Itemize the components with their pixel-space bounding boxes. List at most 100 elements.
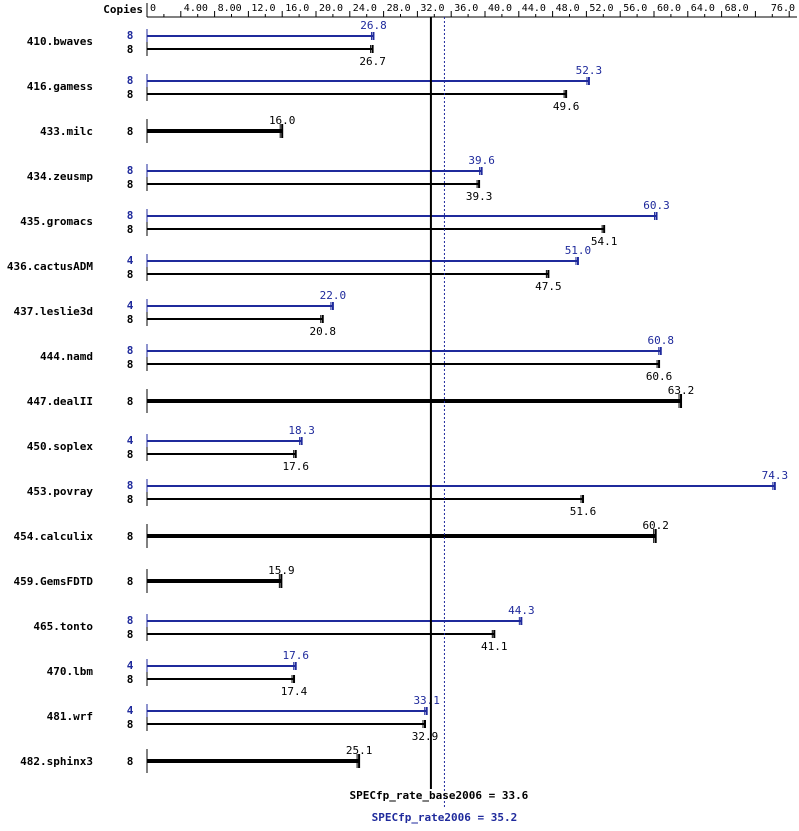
benchmark-row: 465.tonto 88 44.3 41.1: [33, 604, 534, 653]
peak-copies: 4: [127, 659, 134, 672]
base-value-label: 16.0: [269, 114, 296, 127]
peak-value-label: 52.3: [576, 64, 603, 77]
benchmark-name: 434.zeusmp: [27, 170, 94, 183]
base-copies: 8: [127, 395, 134, 408]
benchmark-row: 447.dealII 8 63.2: [27, 384, 695, 413]
base-copies: 8: [127, 358, 134, 371]
x-tick-label: 36.0: [454, 3, 478, 14]
peak-value-label: 17.6: [282, 649, 309, 662]
base-value-label: 60.6: [646, 370, 673, 383]
base-copies: 8: [127, 575, 134, 588]
peak-copies: 8: [127, 209, 134, 222]
x-tick-label: 64.0: [691, 3, 715, 14]
base-copies: 8: [127, 628, 134, 641]
benchmark-name: 447.dealII: [27, 395, 93, 408]
peak-value-label: 26.8: [360, 19, 387, 32]
x-tick-label: 4.00: [184, 3, 208, 14]
peak-copies: 8: [127, 74, 134, 87]
x-tick-label: 76.0: [771, 3, 795, 14]
benchmark-name: 481.wrf: [47, 710, 93, 723]
peak-copies: 4: [127, 299, 134, 312]
base-value-label: 60.2: [642, 519, 669, 532]
base-copies: 8: [127, 493, 134, 506]
base-value-label: 39.3: [466, 190, 493, 203]
base-value-label: 51.6: [570, 505, 597, 518]
benchmark-name: 436.cactusADM: [7, 260, 93, 273]
benchmark-name: 482.sphinx3: [20, 755, 93, 768]
benchmark-name: 435.gromacs: [20, 215, 93, 228]
peak-value-label: 44.3: [508, 604, 535, 617]
benchmark-row: 470.lbm 48 17.6 17.4: [47, 649, 309, 698]
base-value-label: 17.6: [282, 460, 309, 473]
base-value-label: 63.2: [668, 384, 695, 397]
base-value-label: 54.1: [591, 235, 618, 248]
peak-value-label: 74.3: [762, 469, 789, 482]
base-copies: 8: [127, 88, 134, 101]
benchmark-name: 465.tonto: [33, 620, 93, 633]
x-tick-label: 44.0: [522, 3, 546, 14]
copies-header: Copies: [103, 3, 143, 16]
base-value-label: 47.5: [535, 280, 562, 293]
benchmark-row: 437.leslie3d 48 22.0 20.8: [14, 289, 347, 338]
peak-copies: 4: [127, 434, 134, 447]
x-tick-label: 20.0: [319, 3, 343, 14]
peak-value-label: 60.8: [648, 334, 675, 347]
base-copies: 8: [127, 178, 134, 191]
benchmark-name: 433.milc: [40, 125, 93, 138]
base-copies: 8: [127, 673, 134, 686]
peak-copies: 4: [127, 704, 134, 717]
base-copies: 8: [127, 530, 134, 543]
base-copies: 8: [127, 268, 134, 281]
benchmark-name: 454.calculix: [14, 530, 94, 543]
benchmark-name: 470.lbm: [47, 665, 94, 678]
base-value-label: 26.7: [359, 55, 386, 68]
benchmark-name: 459.GemsFDTD: [14, 575, 94, 588]
base-copies: 8: [127, 223, 134, 236]
benchmark-name: 453.povray: [27, 485, 94, 498]
base-value-label: 25.1: [346, 744, 373, 757]
x-tick-label: 24.0: [353, 3, 377, 14]
reference-lines: SPECfp_rate_base2006 = 33.6 SPECfp_rate20…: [350, 17, 529, 824]
benchmark-row: 433.milc 8 16.0: [40, 114, 295, 143]
x-tick-label: 32.0: [420, 3, 444, 14]
x-tick-label: 68.0: [725, 3, 749, 14]
benchmark-name: 444.namd: [40, 350, 93, 363]
base-value-label: 41.1: [481, 640, 508, 653]
base-copies: 8: [127, 313, 134, 326]
base-copies: 8: [127, 125, 134, 138]
peak-copies: 8: [127, 29, 134, 42]
peak-value-label: 51.0: [565, 244, 592, 257]
base-value-label: 20.8: [310, 325, 337, 338]
benchmark-row: 435.gromacs 88 60.3 54.1: [20, 199, 670, 248]
x-tick-label: 12.0: [251, 3, 275, 14]
benchmark-row: 434.zeusmp 88 39.6 39.3: [27, 154, 495, 203]
peak-copies: 8: [127, 164, 134, 177]
benchmark-row: 482.sphinx3 8 25.1: [20, 744, 372, 773]
x-tick-label: 28.0: [387, 3, 411, 14]
benchmark-row: 450.soplex 48 18.3 17.6: [27, 424, 315, 473]
peak-value-label: 33.1: [413, 694, 440, 707]
x-tick-label: 0: [150, 3, 156, 14]
benchmark-name: 437.leslie3d: [14, 305, 93, 318]
base-value-label: 32.9: [412, 730, 439, 743]
x-tick-label: 56.0: [623, 3, 647, 14]
x-tick-label: 16.0: [285, 3, 309, 14]
peak-copies: 4: [127, 254, 134, 267]
peak-value-label: 22.0: [320, 289, 347, 302]
base-copies: 8: [127, 718, 134, 731]
benchmark-name: 450.soplex: [27, 440, 94, 453]
benchmark-name: 410.bwaves: [27, 35, 93, 48]
x-tick-label: 52.0: [589, 3, 613, 14]
benchmark-row: 453.povray 88 74.3 51.6: [27, 469, 788, 518]
peak-copies: 8: [127, 344, 134, 357]
peak-value-label: 18.3: [288, 424, 315, 437]
peak-value-label: 60.3: [643, 199, 670, 212]
base-value-label: 15.9: [268, 564, 295, 577]
benchmark-name: 416.gamess: [27, 80, 93, 93]
x-axis: 0 4.00 8.00 12.0 16.0 20.0 24.0 28.0 32.0 36.0 40.…: [146, 3, 797, 18]
x-tick-label: 60.0: [657, 3, 681, 14]
benchmark-row: 416.gamess 88 52.3 49.6: [27, 64, 602, 113]
base-value-label: 49.6: [553, 100, 580, 113]
benchmark-row: 454.calculix 8 60.2: [14, 519, 669, 548]
base-copies: 8: [127, 755, 134, 768]
